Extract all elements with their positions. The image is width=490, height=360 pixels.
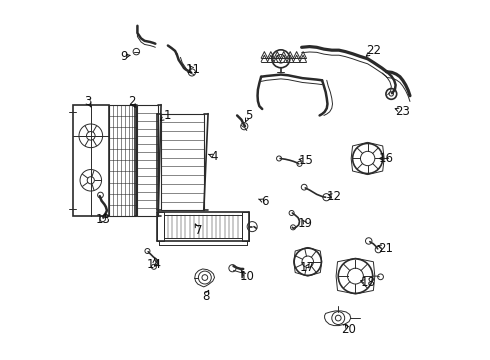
Text: 11: 11 [186,63,200,76]
Bar [242,212,248,241]
Bar [73,105,109,216]
Text: 16: 16 [379,152,394,165]
Text: 15: 15 [298,154,314,167]
Text: 5: 5 [245,109,252,122]
Bar [137,105,158,216]
Text: 19: 19 [298,217,313,230]
Text: 4: 4 [211,150,218,163]
Text: 22: 22 [366,44,381,57]
Text: 1: 1 [164,109,171,122]
Text: 10: 10 [239,270,254,283]
Text: 3: 3 [84,95,92,108]
Text: 14: 14 [147,258,162,271]
Text: 12: 12 [327,190,342,203]
Text: 17: 17 [299,261,314,274]
Text: 23: 23 [394,105,410,118]
Text: 6: 6 [261,195,269,208]
Text: 8: 8 [202,290,209,303]
Text: 18: 18 [360,276,375,289]
Bar [161,114,204,211]
Text: 9: 9 [120,50,127,63]
Bar [164,215,242,238]
Text: 13: 13 [96,213,111,226]
Text: 20: 20 [342,323,356,336]
Text: 2: 2 [128,95,136,108]
Bar [109,105,136,216]
Text: 7: 7 [195,224,202,237]
Bar [157,212,164,241]
Text: 21: 21 [378,242,393,255]
